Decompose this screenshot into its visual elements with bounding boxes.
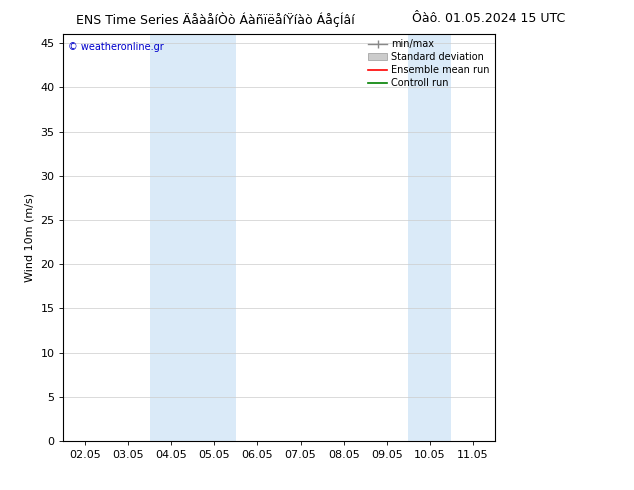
Y-axis label: Wind 10m (m/s): Wind 10m (m/s) [25, 193, 35, 282]
Bar [150, 34, 236, 441]
Text: Ôàô. 01.05.2024 15 UTC: Ôàô. 01.05.2024 15 UTC [411, 12, 565, 25]
Text: ENS Time Series ÄåàåíÒò ÁàñïëåíŸíàò ÁåçÍâí: ENS Time Series ÄåàåíÒò ÁàñïëåíŸíàò ÁåçÍ… [76, 12, 355, 27]
Bar [408, 34, 451, 441]
Legend: min/max, Standard deviation, Ensemble mean run, Controll run: min/max, Standard deviation, Ensemble me… [368, 39, 489, 88]
Text: © weatheronline.gr: © weatheronline.gr [68, 43, 164, 52]
